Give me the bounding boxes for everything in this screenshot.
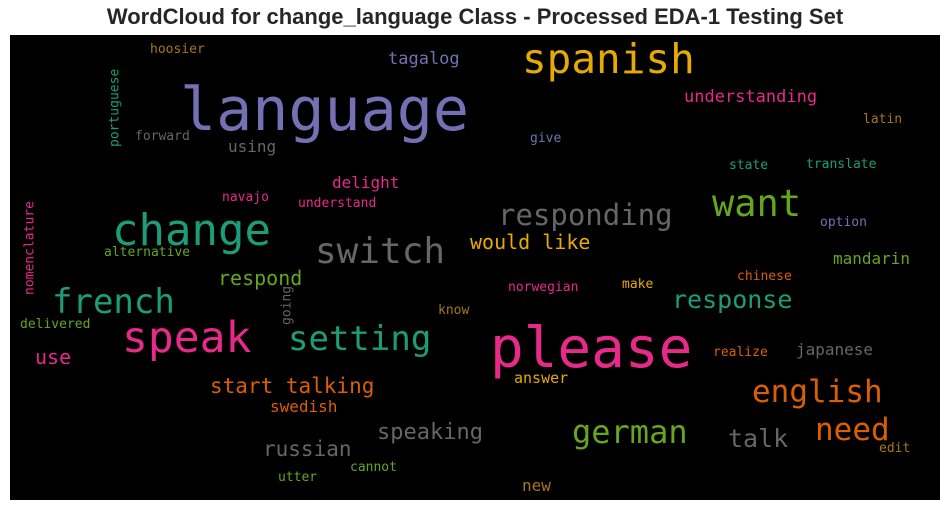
word-using: using [228,137,276,156]
word-switch: switch [315,231,445,272]
word-change: change [112,205,271,256]
word-new: new [522,476,551,495]
word-understanding: understanding [684,87,817,107]
word-spanish: spanish [522,35,695,83]
word-please: please [490,316,692,381]
word-japanese: japanese [796,340,873,359]
word-mandarin: mandarin [833,249,910,268]
word-want: want [712,182,801,225]
word-swedish: swedish [270,397,337,416]
word-talk: talk [728,424,788,453]
word-responding: responding [498,198,673,232]
word-english: english [752,374,883,410]
word-delight: delight [332,173,399,192]
word-delivered: delivered [20,317,90,332]
word-respond: respond [218,266,302,290]
word-latin: latin [863,112,902,127]
chart-title: WordCloud for change_language Class - Pr… [106,4,844,29]
word-edit: edit [879,441,910,456]
word-translate: translate [806,157,877,172]
word-french: french [52,282,175,322]
word-understand: understand [298,196,376,211]
word-make: make [622,277,653,292]
word-chinese: chinese [737,269,792,284]
word-tagalog: tagalog [388,49,460,69]
word-know: know [438,303,469,318]
word-setting: setting [288,319,431,359]
word-start-talking: start talking [210,374,374,398]
word-language: language [180,75,469,145]
word-navajo: navajo [222,190,269,205]
word-cannot: cannot [350,460,397,475]
word-russian: russian [263,437,352,461]
word-portuguese: portuguese [107,69,122,147]
word-speaking: speaking [377,420,483,445]
wordcloud-svg: language please change spanish switch speak wa… [20,35,910,495]
word-german: german [572,413,688,451]
word-norwegian: norwegian [508,280,578,295]
word-give: give [530,131,561,146]
word-use: use [35,345,71,369]
word-state: state [729,158,768,173]
word-answer: answer [514,369,568,387]
word-forward: forward [135,129,190,144]
word-response: response [672,285,792,314]
word-option: option [820,215,867,230]
word-going: going [279,286,294,325]
wordcloud-canvas: language please change spanish switch speak wa… [10,35,940,500]
word-nomenclature: nomenclature [22,201,37,295]
word-realize: realize [713,345,768,360]
word-would-like: would like [470,230,590,254]
word-need: need [815,412,890,448]
word-utter: utter [278,470,317,485]
word-speak: speak [122,313,252,363]
word-hoosier: hoosier [150,42,205,57]
word-alternative: alternative [104,245,190,260]
